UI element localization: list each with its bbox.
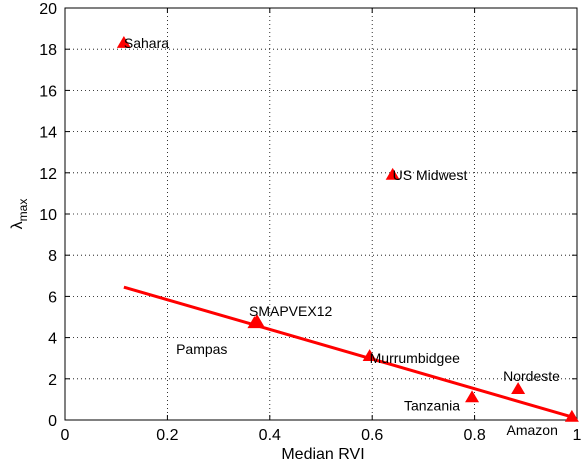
point-murrumbidgee (362, 349, 377, 362)
point-us-midwest (385, 167, 400, 180)
grid (65, 8, 577, 420)
x-tick-label: 1 (573, 427, 582, 444)
point-label-tanzania: Tanzania (404, 397, 460, 413)
x-tick-label: 0.6 (361, 427, 383, 444)
point-amazon (564, 409, 579, 422)
x-tick-label: 0.2 (156, 427, 178, 444)
y-tick-label: 18 (39, 42, 57, 59)
y-axis-label-main: λ (9, 221, 26, 229)
y-tick-label: 10 (39, 207, 57, 224)
y-tick-label: 20 (39, 1, 57, 18)
y-tick-label: 16 (39, 83, 57, 100)
point-sahara (116, 36, 131, 48)
fit-line (123, 285, 573, 419)
x-tick-label: 0 (61, 427, 70, 444)
point-label-amazon: Amazon (507, 422, 558, 438)
y-tick-label: 0 (48, 413, 57, 430)
x-axis-label: Median RVI (281, 446, 364, 463)
y-tick-label: 4 (48, 331, 57, 348)
y-tick-label: 8 (48, 248, 57, 265)
x-tick-label: 0.4 (259, 427, 281, 444)
point-label-sahara: Sahara (124, 35, 169, 51)
x-tick-label: 0.8 (463, 427, 485, 444)
y-tick-label: 14 (39, 125, 57, 142)
point-label-pampas: Pampas (176, 341, 227, 357)
point-labels: Sahara US Midwest SMAPVEX12 Pampas Murrumbid… (124, 35, 560, 438)
point-label-murrumbidgee: Murrumbidgee (370, 350, 460, 366)
y-axis-label-sub: max (16, 199, 30, 222)
y-tick-label: 2 (48, 372, 57, 389)
y-axis-label: λmax (9, 199, 30, 230)
x-tick-labels: 0 0.2 0.4 0.6 0.8 1 (61, 427, 582, 444)
point-tanzania (465, 390, 480, 403)
point-pampas (247, 316, 262, 329)
y-tick-labels: 0 2 4 6 8 10 12 14 16 18 20 (39, 1, 57, 430)
axis-ticks (64, 7, 578, 421)
y-tick-label: 12 (39, 166, 57, 183)
point-label-nordeste: Nordeste (503, 368, 560, 384)
data-points (116, 36, 579, 422)
point-nordeste (511, 382, 526, 394)
y-tick-label: 6 (48, 289, 57, 306)
point-label-smapvex12: SMAPVEX12 (249, 303, 332, 319)
point-label-us-midwest: US Midwest (393, 167, 468, 183)
